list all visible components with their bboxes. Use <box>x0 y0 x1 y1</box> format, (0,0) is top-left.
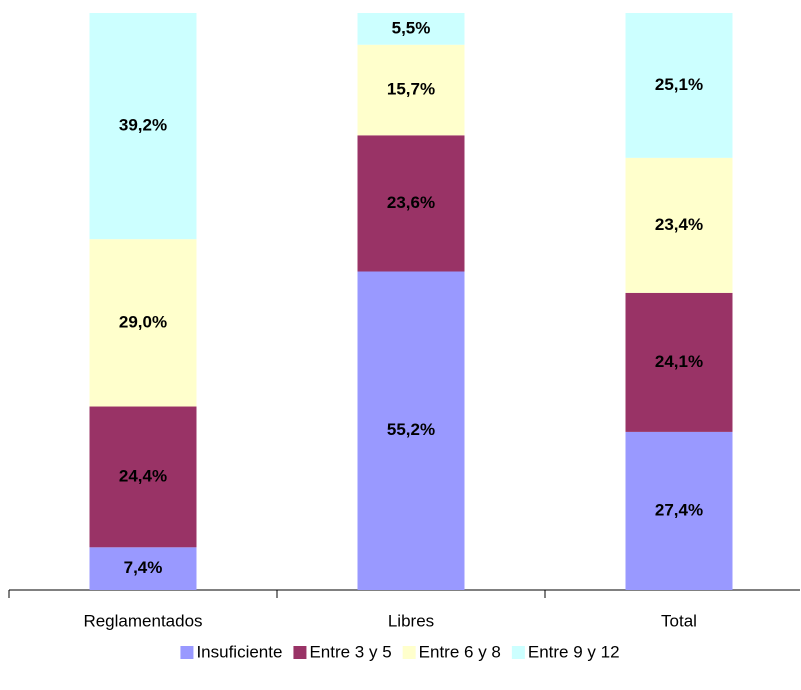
value-label: 24,4% <box>119 466 167 485</box>
bar-segment <box>357 13 465 45</box>
bar-segment <box>89 13 197 240</box>
bar-segment <box>625 157 733 293</box>
value-label: 55,2% <box>387 420 435 439</box>
bar-segment <box>357 271 465 590</box>
legend-label: Entre 6 y 8 <box>419 642 501 661</box>
x-tick-label: Reglamentados <box>83 611 202 630</box>
value-label: 24,1% <box>655 352 703 371</box>
x-tick-label: Libres <box>388 611 434 630</box>
legend-label: Entre 9 y 12 <box>528 642 620 661</box>
bar-segment <box>357 135 465 272</box>
value-label: 29,0% <box>119 312 167 331</box>
value-label: 25,1% <box>655 75 703 94</box>
bar-segment <box>89 406 197 548</box>
bar-segment <box>357 44 465 136</box>
value-label: 27,4% <box>655 500 703 519</box>
value-label: 39,2% <box>119 116 167 135</box>
value-label: 7,4% <box>124 558 163 577</box>
bar-segment <box>625 431 733 590</box>
value-label: 23,4% <box>655 215 703 234</box>
bar-segment <box>625 292 733 432</box>
bar-segment <box>89 547 197 590</box>
bar-segment <box>625 13 733 158</box>
x-tick-label: Total <box>661 611 697 630</box>
legend-swatch <box>180 646 194 659</box>
value-label: 5,5% <box>392 18 431 37</box>
legend-swatch <box>511 646 525 659</box>
legend-swatch <box>293 646 307 659</box>
legend-label: Entre 3 y 5 <box>309 642 391 661</box>
legend-swatch <box>402 646 416 659</box>
value-label: 15,7% <box>387 80 435 99</box>
legend-label: Insuficiente <box>196 642 282 661</box>
value-label: 23,6% <box>387 193 435 212</box>
bar-segment <box>89 239 197 407</box>
